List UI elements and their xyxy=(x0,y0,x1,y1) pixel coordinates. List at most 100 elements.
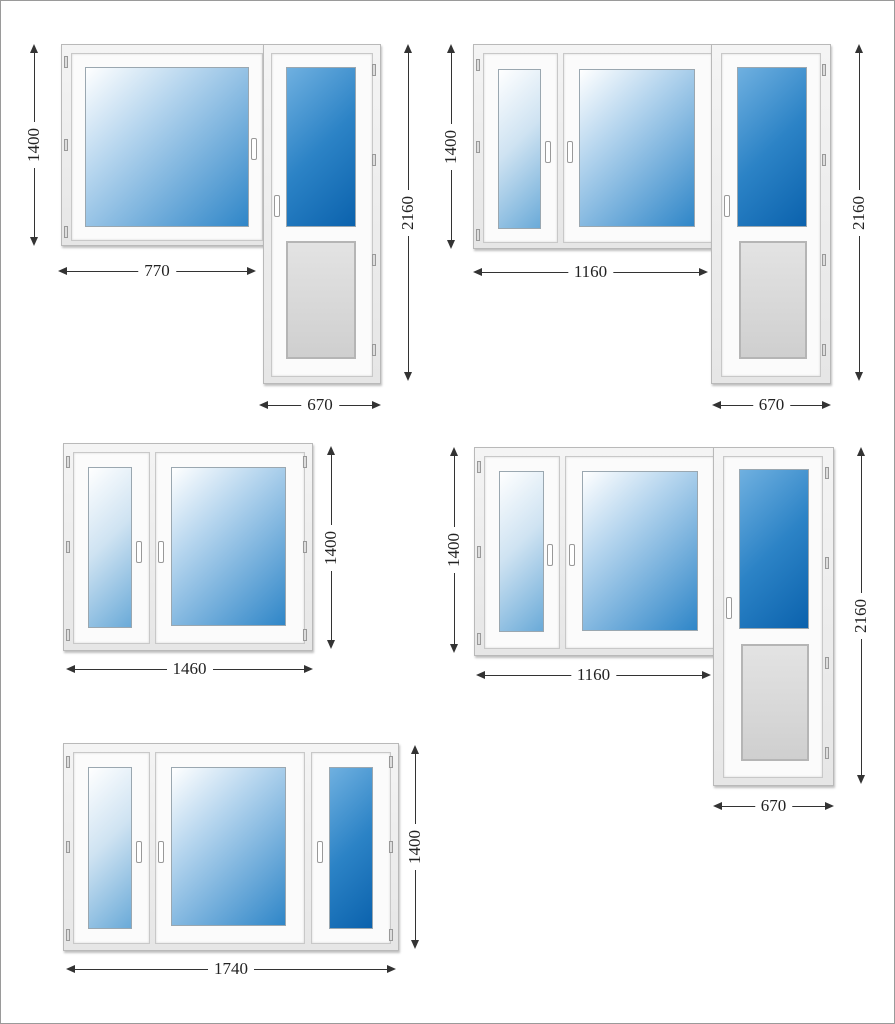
door-panel xyxy=(286,241,356,359)
hinge-icon xyxy=(825,467,829,479)
arrow-down-icon xyxy=(447,240,455,249)
glass-pane xyxy=(85,67,249,227)
hinge-icon xyxy=(477,461,481,473)
arrow-down-icon xyxy=(857,775,865,784)
arrow-up-icon xyxy=(30,44,38,53)
arrow-down-icon xyxy=(30,237,38,246)
arrow-left-icon xyxy=(712,401,721,409)
arrow-left-icon xyxy=(473,268,482,276)
dimension-label: 1740 xyxy=(208,960,254,978)
hinge-icon xyxy=(372,154,376,166)
handle-icon xyxy=(158,841,164,863)
arrow-up-icon xyxy=(327,446,335,455)
handle-icon xyxy=(567,141,573,163)
arrow-left-icon xyxy=(66,965,75,973)
handle-icon xyxy=(547,544,553,566)
hinge-icon xyxy=(303,456,307,468)
hinge-icon xyxy=(66,541,70,553)
hinge-icon xyxy=(64,226,68,238)
arrow-down-icon xyxy=(404,372,412,381)
glass-pane xyxy=(498,69,541,229)
dimension-label: 1400 xyxy=(321,524,340,571)
hinge-icon xyxy=(822,154,826,166)
hinge-icon xyxy=(476,59,480,71)
arrow-up-icon xyxy=(404,44,412,53)
arrow-right-icon xyxy=(699,268,708,276)
hinge-icon xyxy=(822,254,826,266)
dimension-label: 1160 xyxy=(567,263,614,281)
arrow-right-icon xyxy=(372,401,381,409)
glass-pane xyxy=(579,69,695,227)
hinge-icon xyxy=(477,633,481,645)
glass-pane xyxy=(582,471,698,631)
dimension-label: 1400 xyxy=(441,123,460,170)
arrow-left-icon xyxy=(66,665,75,673)
dimension-label: 1160 xyxy=(570,666,617,684)
hinge-icon xyxy=(389,756,393,768)
door-glass xyxy=(739,469,809,629)
dimension-label: 1400 xyxy=(24,122,43,168)
door-panel xyxy=(739,241,807,359)
hinge-icon xyxy=(303,629,307,641)
handle-icon xyxy=(136,841,142,863)
hinge-icon xyxy=(64,56,68,68)
glass-pane xyxy=(499,471,544,632)
arrow-right-icon xyxy=(822,401,831,409)
arrow-right-icon xyxy=(387,965,396,973)
hinge-icon xyxy=(64,139,68,151)
dimension-label: 1400 xyxy=(405,824,424,870)
door-glass xyxy=(286,67,356,227)
handle-icon xyxy=(251,138,257,160)
hinge-icon xyxy=(372,344,376,356)
dimension-label: 2160 xyxy=(849,189,868,236)
arrow-up-icon xyxy=(450,447,458,456)
glass-pane xyxy=(88,467,132,628)
dimension-label: 670 xyxy=(754,797,793,815)
hinge-icon xyxy=(476,229,480,241)
hinge-icon xyxy=(822,64,826,76)
hinge-icon xyxy=(477,546,481,558)
arrow-right-icon xyxy=(825,802,834,810)
hinge-icon xyxy=(372,254,376,266)
arrow-up-icon xyxy=(411,745,419,754)
glass-pane xyxy=(88,767,132,929)
handle-icon xyxy=(545,141,551,163)
hinge-icon xyxy=(825,557,829,569)
door-handle-icon xyxy=(274,195,280,217)
door-handle-icon xyxy=(726,597,732,619)
arrow-up-icon xyxy=(447,44,455,53)
handle-icon xyxy=(317,841,323,863)
arrow-left-icon xyxy=(58,267,67,275)
hinge-icon xyxy=(389,929,393,941)
door-handle-icon xyxy=(724,195,730,217)
arrow-left-icon xyxy=(476,671,485,679)
glass-pane xyxy=(329,767,373,929)
handle-icon xyxy=(136,541,142,563)
arrow-up-icon xyxy=(855,44,863,53)
handle-icon xyxy=(569,544,575,566)
dimension-label: 670 xyxy=(752,396,791,414)
hinge-icon xyxy=(303,541,307,553)
hinge-icon xyxy=(476,141,480,153)
hinge-icon xyxy=(825,657,829,669)
dimension-label: 2160 xyxy=(398,189,417,236)
hinge-icon xyxy=(66,456,70,468)
dimension-label: 1400 xyxy=(444,527,463,573)
hinge-icon xyxy=(825,747,829,759)
arrow-left-icon xyxy=(713,802,722,810)
arrow-right-icon xyxy=(702,671,711,679)
door-glass xyxy=(737,67,807,227)
glass-pane xyxy=(171,767,286,926)
arrow-down-icon xyxy=(450,644,458,653)
arrow-down-icon xyxy=(327,640,335,649)
arrow-up-icon xyxy=(857,447,865,456)
dimension-label: 2160 xyxy=(851,592,870,639)
dimension-label: 670 xyxy=(301,396,339,414)
arrow-down-icon xyxy=(411,940,419,949)
hinge-icon xyxy=(389,841,393,853)
dimension-label: 1460 xyxy=(166,660,213,678)
handle-icon xyxy=(158,541,164,563)
arrow-right-icon xyxy=(304,665,313,673)
arrow-down-icon xyxy=(855,372,863,381)
